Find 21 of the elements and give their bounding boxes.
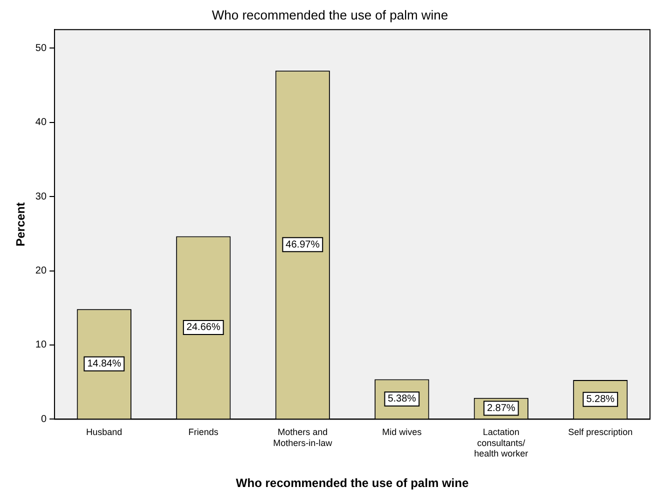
x-tick-label: Self prescription <box>568 427 633 438</box>
y-tick-label: 0 <box>40 414 47 425</box>
y-tick-label: 30 <box>35 191 47 202</box>
data-label: 5.38% <box>388 394 416 405</box>
chart-title: Who recommended the use of palm wine <box>212 7 448 22</box>
data-label: 2.87% <box>486 403 516 414</box>
x-tick-label: Friends <box>188 427 219 438</box>
data-label: 46.97% <box>286 239 320 250</box>
data-label: 5.28% <box>586 394 615 406</box>
data-label: 24.66% <box>186 322 220 334</box>
x-axis-title: Who recommended the use of palm wine <box>236 476 469 490</box>
y-axis-title: Percent <box>14 202 28 246</box>
y-tick-label: 40 <box>35 117 47 128</box>
y-tick-label: 10 <box>35 340 47 351</box>
x-tick-label: Husband <box>86 427 122 438</box>
y-tick-label: 20 <box>35 266 47 277</box>
x-tick-label: Mothers and Mothers-in-law <box>273 427 333 448</box>
x-tick-label: Lactation consultants/ health worker <box>474 427 528 459</box>
data-label: 14.84% <box>87 358 122 370</box>
y-tick-label: 50 <box>35 42 47 54</box>
x-tick-label: Mid wives <box>382 427 422 438</box>
